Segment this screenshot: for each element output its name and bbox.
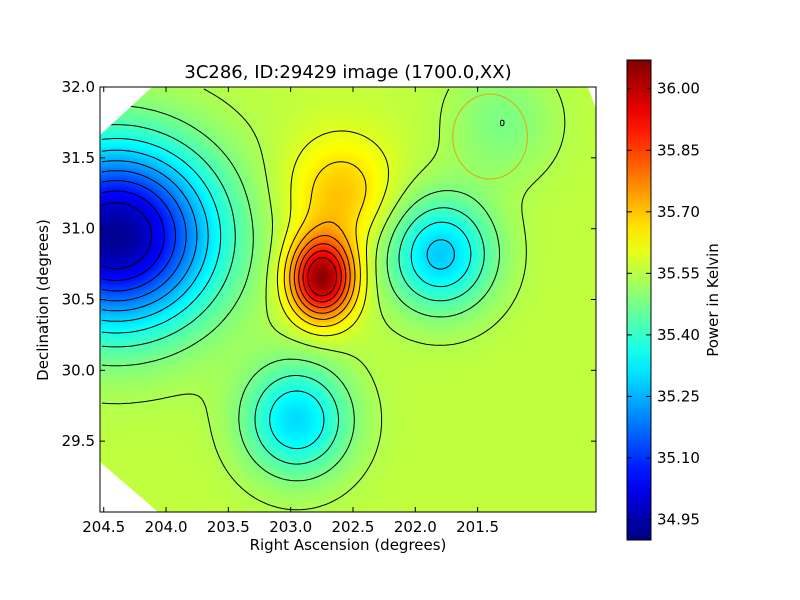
x-tick-label: 203.0 [269, 518, 312, 536]
x-tick-label: 201.5 [456, 518, 499, 536]
contour-line [276, 130, 390, 337]
contour-line [101, 149, 455, 322]
y-tick-label: 32.0 [62, 78, 95, 96]
beam-marker [452, 93, 529, 180]
colorbar-tick-label: 35.55 [657, 264, 700, 282]
x-tick-label: 203.5 [207, 518, 250, 536]
x-axis-label: Right Ascension (degrees) [250, 536, 447, 554]
x-axis: 204.5 204.0 203.5 203.0 202.5 202.0 201.5 [82, 87, 499, 536]
colorbar-label: Power in Kelvin [704, 243, 722, 357]
contour-line [283, 161, 367, 327]
colorbar-tick-label: 35.25 [657, 387, 700, 405]
data-footprint-mask [100, 87, 152, 135]
colorbar-tick-label: 35.85 [657, 141, 700, 159]
colorbar: 34.95 35.10 35.25 35.40 35.55 35.70 35.85 36.00… [626, 59, 722, 541]
colorbar-tick-label: 35.10 [657, 449, 700, 467]
y-tick-label: 31.0 [62, 220, 95, 238]
contour-line [101, 180, 176, 292]
contour-line [101, 88, 566, 511]
colorbar-tick-label: 34.95 [657, 510, 700, 528]
contour-line [101, 138, 472, 450]
y-tick-label: 30.0 [62, 361, 95, 379]
contour-line [289, 221, 356, 320]
y-tick-label: 29.5 [62, 432, 95, 450]
colorbar-tick-label: 35.70 [657, 203, 700, 221]
data-footprint-mask [588, 87, 596, 109]
x-tick-label: 204.0 [145, 518, 188, 536]
data-footprint-mask [100, 462, 158, 512]
contour-line [307, 257, 338, 297]
y-tick-label: 31.5 [62, 149, 95, 167]
contour-line [101, 202, 152, 270]
beam-circle [452, 93, 529, 180]
y-axis-label: Declination (degrees) [34, 219, 52, 381]
x-tick-label: 202.0 [394, 518, 437, 536]
colorbar-tick-label: 35.40 [657, 326, 700, 344]
contour-line [101, 170, 187, 302]
heatmap-image [100, 87, 596, 512]
contour-lines [100, 87, 596, 512]
y-tick-label: 30.5 [62, 291, 95, 309]
contour-line [101, 160, 198, 312]
heatmap-area [100, 87, 596, 512]
colorbar-gradient [626, 59, 652, 541]
y-axis: 29.5 30.0 30.5 31.0 31.5 32.0 [62, 78, 596, 450]
contour-line [293, 235, 351, 314]
x-tick-label: 204.5 [82, 518, 125, 536]
x-tick-label: 202.5 [332, 518, 375, 536]
contour-line [302, 250, 342, 303]
colorbar-ticks: 34.95 35.10 35.25 35.40 35.55 35.70 35.85 36.00 [627, 80, 700, 528]
colorbar-tick-label: 36.00 [657, 80, 700, 98]
contour-line [298, 243, 347, 309]
contour-line [101, 190, 165, 281]
chart-title: 3C286, ID:29429 image (1700.0,XX) [184, 62, 511, 83]
